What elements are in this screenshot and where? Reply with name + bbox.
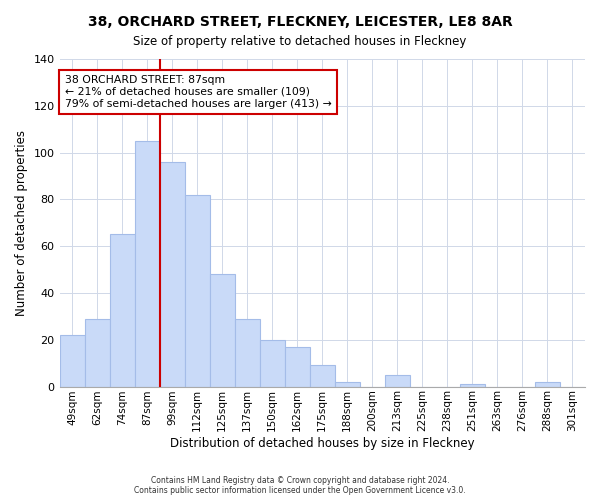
- X-axis label: Distribution of detached houses by size in Fleckney: Distribution of detached houses by size …: [170, 437, 475, 450]
- Y-axis label: Number of detached properties: Number of detached properties: [15, 130, 28, 316]
- Bar: [185, 194, 209, 386]
- Text: Contains HM Land Registry data © Crown copyright and database right 2024.
Contai: Contains HM Land Registry data © Crown c…: [134, 476, 466, 495]
- Bar: [460, 384, 485, 386]
- Text: Size of property relative to detached houses in Fleckney: Size of property relative to detached ho…: [133, 35, 467, 48]
- Bar: [110, 234, 134, 386]
- Bar: [209, 274, 235, 386]
- Bar: [385, 375, 410, 386]
- Bar: [285, 347, 310, 387]
- Bar: [85, 318, 110, 386]
- Bar: [59, 335, 85, 386]
- Bar: [134, 141, 160, 386]
- Bar: [235, 318, 260, 386]
- Bar: [535, 382, 560, 386]
- Bar: [310, 366, 335, 386]
- Text: 38, ORCHARD STREET, FLECKNEY, LEICESTER, LE8 8AR: 38, ORCHARD STREET, FLECKNEY, LEICESTER,…: [88, 15, 512, 29]
- Bar: [260, 340, 285, 386]
- Bar: [160, 162, 185, 386]
- Text: 38 ORCHARD STREET: 87sqm
← 21% of detached houses are smaller (109)
79% of semi-: 38 ORCHARD STREET: 87sqm ← 21% of detach…: [65, 76, 332, 108]
- Bar: [335, 382, 360, 386]
